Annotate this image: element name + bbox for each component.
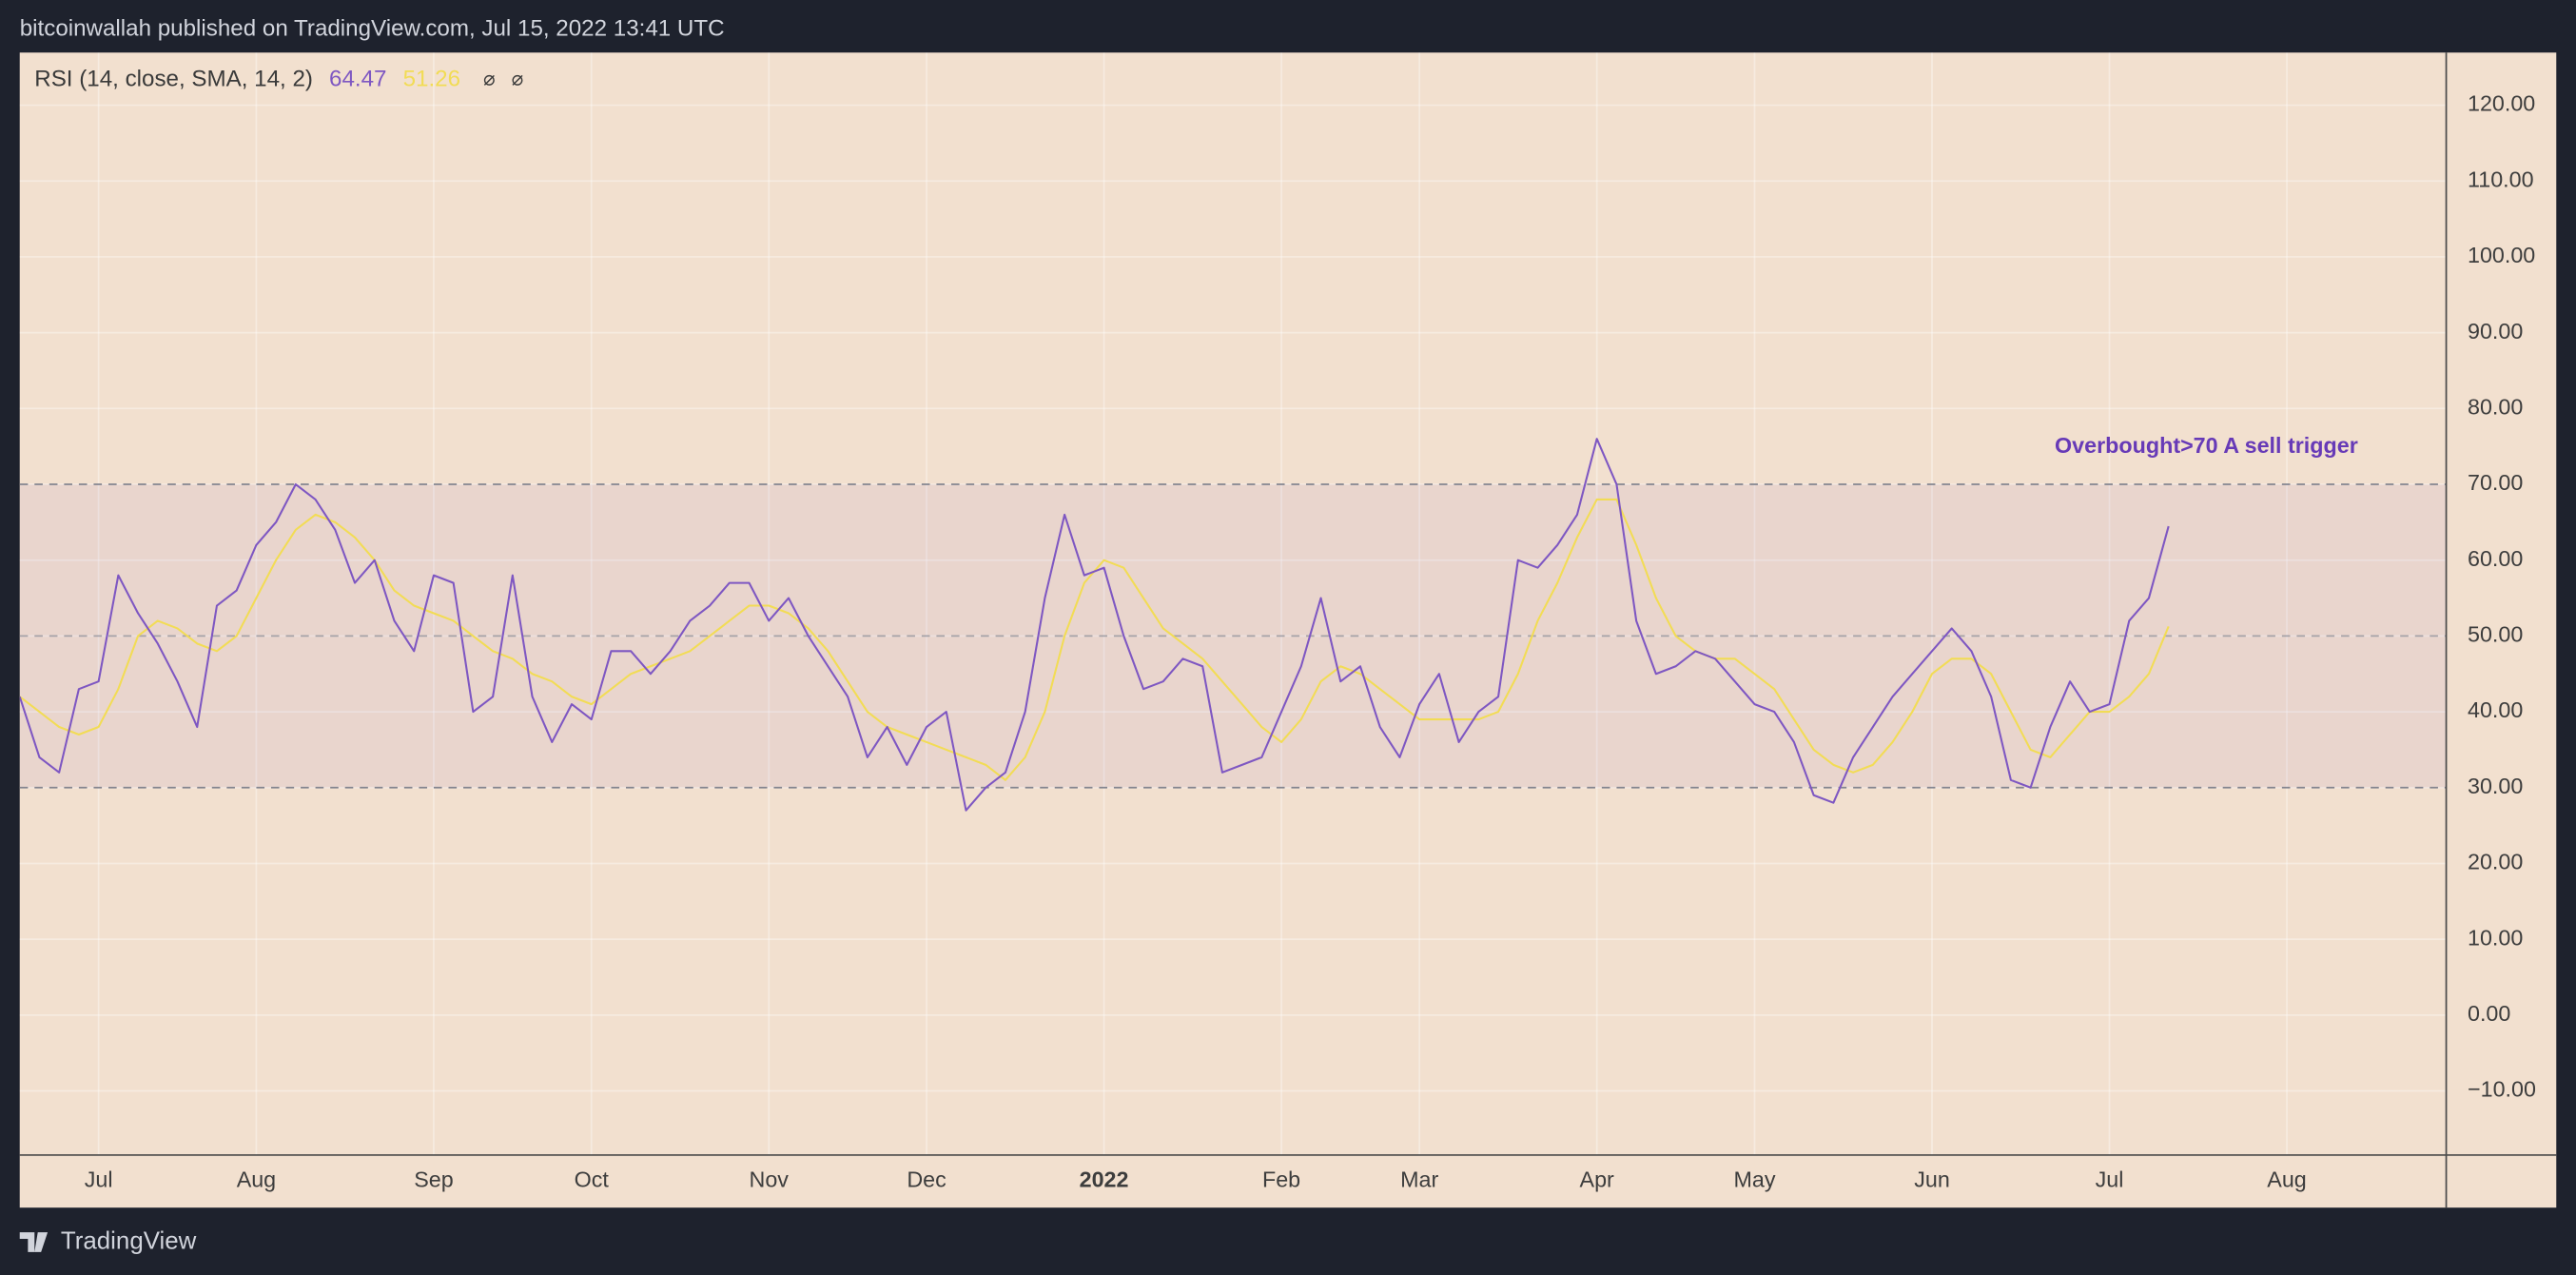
x-tick-label: Jul: [2096, 1167, 2124, 1192]
plot: [19, 438, 2170, 812]
y-tick-label: 70.00: [2468, 470, 2523, 495]
series-line: [19, 438, 2170, 812]
x-tick-label: May: [1733, 1167, 1775, 1192]
x-tick-label: Feb: [1262, 1167, 1300, 1192]
legend: RSI (14, close, SMA, 14, 2) 64.47 51.26 …: [34, 67, 523, 92]
y-tick-label: 20.00: [2468, 850, 2523, 874]
x-tick-label: Dec: [907, 1167, 946, 1192]
x-tick-label: 2022: [1080, 1167, 1129, 1192]
header: bitcoinwallah published on TradingView.c…: [20, 15, 725, 41]
legend-value: 64.47: [329, 67, 386, 92]
y-tick-label: 30.00: [2468, 774, 2523, 798]
y-tick-label: 50.00: [2468, 622, 2523, 647]
x-tick-label: Mar: [1400, 1167, 1438, 1192]
chart-area: [19, 52, 2557, 1208]
y-tick-label: 60.00: [2468, 546, 2523, 571]
y-tick-label: 100.00: [2468, 243, 2535, 267]
x-tick-label: Nov: [750, 1167, 790, 1192]
x-tick-label: Sep: [2445, 1167, 2484, 1192]
y-tick-label: 0.00: [2468, 1001, 2510, 1026]
y-tick-label: 80.00: [2468, 394, 2523, 419]
grid: [19, 52, 2447, 1155]
y-tick-label: 120.00: [2468, 91, 2535, 116]
x-tick-label: Apr: [1580, 1167, 1614, 1192]
levels: [19, 483, 2447, 789]
x-tick-label: Jul: [85, 1167, 113, 1192]
footer: TradingView: [19, 1227, 197, 1254]
y-tick-label: 10.00: [2468, 925, 2523, 950]
legend-title: RSI (14, close, SMA, 14, 2): [34, 67, 313, 92]
legend-symbol: ⌀: [483, 69, 495, 90]
x-tick-label: Aug: [2267, 1167, 2306, 1192]
x-tick-label: Oct: [575, 1167, 610, 1192]
legend-value: 51.26: [403, 67, 460, 92]
annotation: Overbought>70 A sell trigger: [2055, 433, 2358, 458]
x-tick-label: Sep: [414, 1167, 453, 1192]
brand: TradingView: [61, 1227, 197, 1254]
x-tick-label: Jun: [1914, 1167, 1950, 1192]
x-axis: Jul Aug Sep Oct Nov Dec 2022 Feb Mar Apr May Jun Jul…: [85, 1167, 2484, 1192]
x-tick-label: Aug: [237, 1167, 276, 1192]
y-axis: −10.00 0.00 10.00 20.00 30.00 40.00 50.00 60.00…: [2468, 91, 2536, 1102]
y-tick-label: −10.00: [2468, 1077, 2536, 1102]
y-tick-label: 90.00: [2468, 319, 2523, 343]
y-tick-label: 40.00: [2468, 697, 2523, 722]
legend-symbol: ⌀: [512, 69, 523, 90]
y-tick-label: 110.00: [2468, 167, 2534, 191]
logo: [19, 1232, 49, 1252]
